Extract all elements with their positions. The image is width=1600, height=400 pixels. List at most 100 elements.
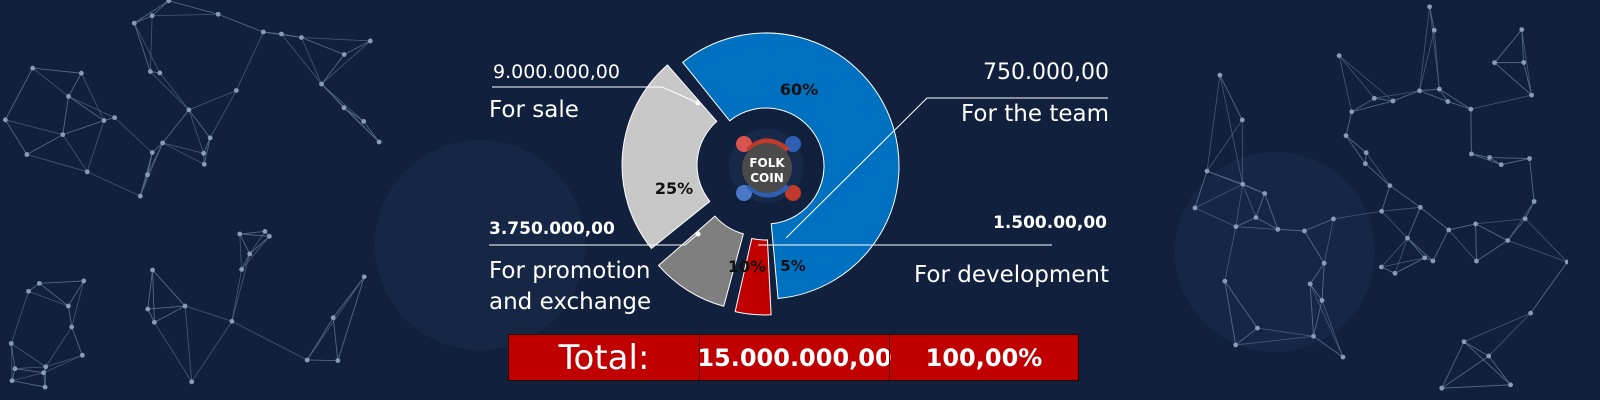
network-line [1381,206,1421,212]
network-line [1488,355,1511,386]
network-node [376,139,382,145]
network-line [10,343,13,381]
network-node [1319,298,1325,303]
network-line [1345,135,1366,164]
network-node [69,324,75,330]
network-line [154,305,186,323]
network-node [78,70,84,76]
network-line [1338,55,1375,99]
network-node [41,370,46,376]
network-line [147,308,155,323]
network-node [229,318,235,324]
network-node [1564,259,1568,265]
network-node [1392,270,1398,276]
network-line [1463,341,1511,386]
network-line [188,109,211,139]
network-node [147,69,153,74]
network-line [12,380,46,388]
network-line [239,233,243,270]
network-line [114,117,153,153]
network-line [1507,240,1568,263]
network-line [1374,90,1420,99]
network-line [1304,230,1325,264]
network-line [1338,55,1353,112]
network-line [1313,335,1344,358]
network-line [1429,6,1435,31]
network-node [201,161,207,167]
network-line [1507,218,1526,241]
network-node [319,81,324,87]
network-line [301,37,371,42]
network-line [1448,229,1477,262]
network-line [134,15,153,24]
network-node [1336,53,1342,59]
network-node [1445,99,1451,104]
network-node [1422,255,1428,261]
network-node [1508,382,1513,388]
network-line [263,31,282,35]
leader-line-for-sale [492,86,699,104]
network-line [1309,283,1314,337]
network-line [281,33,322,85]
network-line [68,72,82,97]
network-node [299,35,304,40]
network-line [231,253,251,322]
network-line [154,322,193,383]
network-line [1365,163,1391,186]
network-node [24,152,30,157]
network-line [1488,312,1531,357]
network-line [1381,237,1408,268]
network-line [162,142,204,154]
network-line [301,37,322,85]
network-line [80,73,105,121]
network-line [39,283,69,307]
slice-for-development [657,215,744,307]
network-line [1333,210,1382,220]
network-line [1489,157,1530,159]
network-line [147,142,164,175]
network-node [1192,205,1198,211]
network-line [1441,355,1489,389]
slice-label-for-sale: 60% [780,80,818,99]
network-node [1522,216,1528,222]
network-line [343,107,364,122]
network-line [1471,153,1490,158]
network-line [1374,97,1394,102]
network-line [241,253,251,270]
network-node [1492,60,1497,66]
network-node [304,357,310,363]
network-node [36,280,42,286]
network-node [26,288,31,294]
network-node [1217,72,1223,78]
network-node [1331,216,1336,222]
network-node [186,107,192,113]
network-line [14,366,46,370]
network-line [133,23,151,72]
network-node [1405,235,1410,241]
network-node [341,105,347,111]
network-line [321,83,345,109]
network-line [203,137,211,154]
network-line [1432,229,1450,262]
network-node [1427,4,1432,10]
network-line [184,305,233,322]
network-line [133,22,161,74]
network-line [1494,62,1532,96]
network-node [1486,353,1492,359]
amount-for-development: 1.500.00,00 [992,213,1107,233]
network-node [1439,385,1445,391]
network-node [239,266,245,272]
slice-for-sale [681,32,900,299]
network-node [1468,106,1474,112]
network-node [43,364,49,370]
network-node [1528,310,1534,316]
network-node [1275,226,1281,232]
network-line [306,317,334,361]
network-node [247,251,253,257]
network-line [152,270,155,323]
network-line [307,359,338,361]
network-node [1387,183,1393,189]
slice-for-promotion [621,64,718,250]
network-line [1224,226,1237,282]
category-for-sale: For sale [489,97,579,123]
